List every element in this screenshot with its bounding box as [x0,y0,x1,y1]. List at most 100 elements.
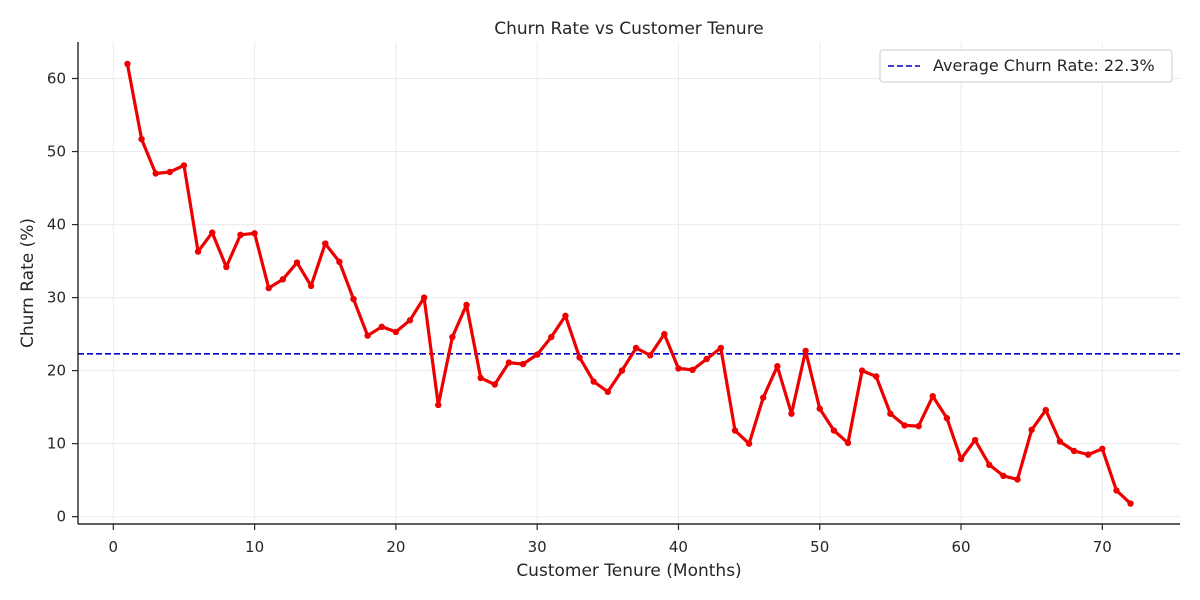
churn-series-line [125,62,1133,506]
data-point [336,258,343,266]
data-point [505,359,513,366]
data-point [661,330,668,338]
data-point [774,363,781,370]
legend: Average Churn Rate: 22.3% [879,49,1173,83]
x-tick-label: 10 [245,538,264,556]
data-point [463,301,470,309]
data-point [350,295,357,303]
axes [77,42,1180,525]
data-point [166,168,174,176]
data-point [760,394,767,401]
data-point [915,422,922,430]
data-point [138,135,145,143]
data-point [209,229,216,236]
x-tick-label: 60 [951,538,970,556]
data-point [887,410,894,417]
data-point [929,392,936,400]
x-tick-label: 0 [109,538,119,556]
y-tick-label: 50 [47,143,66,161]
y-ticks: 0 10 20 30 40 50 60 [47,70,78,526]
data-point [830,427,838,434]
data-point [844,439,852,447]
data-point [364,332,371,339]
data-point [986,461,993,469]
data-point [675,365,682,372]
data-point [477,374,484,382]
data-point [322,240,329,247]
data-point [590,378,597,385]
data-point [943,414,951,422]
data-point [802,347,809,355]
y-tick-label: 0 [56,508,66,526]
data-point [449,333,456,341]
x-axis-label: Customer Tenure (Months) [516,561,741,581]
grid [78,42,1180,524]
data-point [971,436,979,444]
data-point [604,388,612,396]
data-point [717,344,725,352]
data-point [223,263,230,271]
data-point [731,427,739,434]
data-point [194,248,202,255]
chart-title: Churn Rate vs Customer Tenure [494,19,764,39]
x-tick-label: 30 [528,538,547,556]
data-point [1014,476,1021,483]
y-tick-label: 10 [47,435,66,453]
data-point [548,333,555,341]
data-point [618,367,626,374]
y-axis-label: Churn Rate (%) [18,218,38,348]
data-point [1113,487,1120,494]
y-tick-label: 60 [47,70,66,88]
y-tick-label: 40 [47,216,66,234]
data-point [293,259,301,266]
data-point [1070,447,1078,455]
data-point [689,366,696,374]
data-point [406,317,414,324]
data-point [392,328,400,336]
data-point [251,230,258,237]
x-tick-label: 40 [669,538,688,556]
x-ticks: 0 10 20 30 40 50 60 70 [109,524,1112,556]
data-point [435,401,442,409]
data-point [152,170,159,177]
data-point [858,367,866,374]
data-point [533,351,541,358]
data-point [1000,472,1007,479]
data-point [1028,426,1035,433]
data-point [816,405,823,412]
data-point [1042,406,1049,414]
data-point [703,355,710,363]
data-point [646,352,654,359]
data-point [420,294,428,301]
churn-data-points [124,60,1134,507]
data-point [180,162,188,169]
data-point [265,284,272,292]
data-point [1099,445,1106,452]
x-tick-label: 70 [1093,538,1112,556]
data-point [562,312,569,320]
data-point [901,422,908,429]
data-point [307,282,315,290]
data-point [1056,438,1064,445]
data-point [124,60,131,68]
y-tick-label: 30 [47,289,66,307]
y-tick-label: 20 [47,362,66,380]
data-point [1084,451,1092,458]
x-tick-label: 50 [810,538,829,556]
data-point [745,440,753,447]
data-point [519,360,527,368]
data-point [632,344,640,352]
legend-box [879,49,1173,83]
x-tick-label: 20 [386,538,405,556]
data-point [788,410,795,417]
data-point [491,381,498,388]
data-point [378,323,385,331]
data-point [957,455,965,463]
data-point [576,354,583,361]
legend-label-average: Average Churn Rate: 22.3% [933,56,1155,75]
data-point [279,276,287,283]
data-point [1127,500,1134,507]
data-point [873,373,880,380]
data-point [237,231,244,238]
